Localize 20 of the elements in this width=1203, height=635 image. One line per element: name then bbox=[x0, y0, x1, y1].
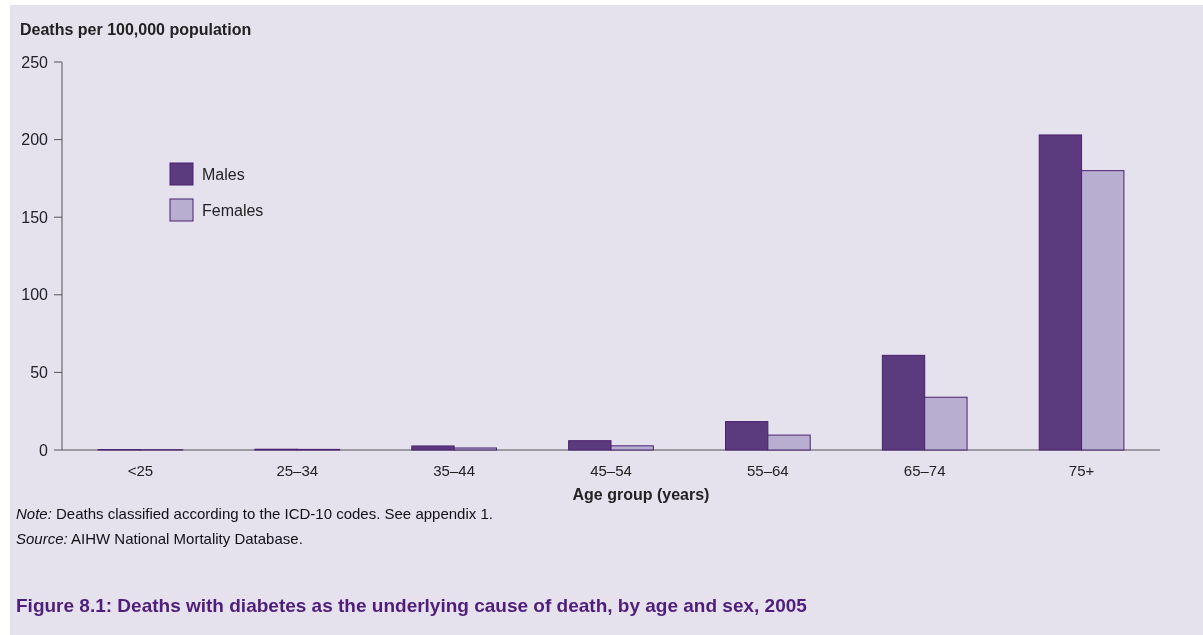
x-tick-label: 55–64 bbox=[747, 462, 789, 479]
x-tick-label: 45–54 bbox=[590, 462, 632, 479]
text: Note: Deaths classified according to the ICD-10 codes. See appendix 1. bbox=[16, 505, 493, 522]
x-axis-title: Age group (years) bbox=[572, 486, 710, 503]
legend-label: Females bbox=[202, 201, 264, 219]
x-tick-label: 75+ bbox=[1068, 462, 1095, 479]
x-tick-label: 65–74 bbox=[903, 462, 946, 479]
y-tick-label: 150 bbox=[21, 208, 49, 226]
y-tick-label: 0 bbox=[39, 441, 49, 459]
y-tick-label: 50 bbox=[30, 364, 49, 381]
y-tick-label: 250 bbox=[21, 53, 49, 71]
x-tick-label: 35–44 bbox=[433, 462, 475, 479]
text: Figure 8.1: Deaths with diabetes as the underlying cause of death, by age and sex, 2005 bbox=[16, 595, 808, 616]
y-axis-title: Deaths per 100,000 population bbox=[20, 21, 252, 38]
legend-label: Males bbox=[202, 165, 245, 183]
x-tick-label: 25–34 bbox=[276, 462, 319, 479]
y-tick-label: 100 bbox=[21, 286, 49, 304]
source-note: Source: AIHW National Mortality Database. bbox=[16, 530, 303, 547]
y-tick-label: 200 bbox=[21, 131, 49, 149]
x-tick-label: <25 bbox=[127, 462, 154, 479]
